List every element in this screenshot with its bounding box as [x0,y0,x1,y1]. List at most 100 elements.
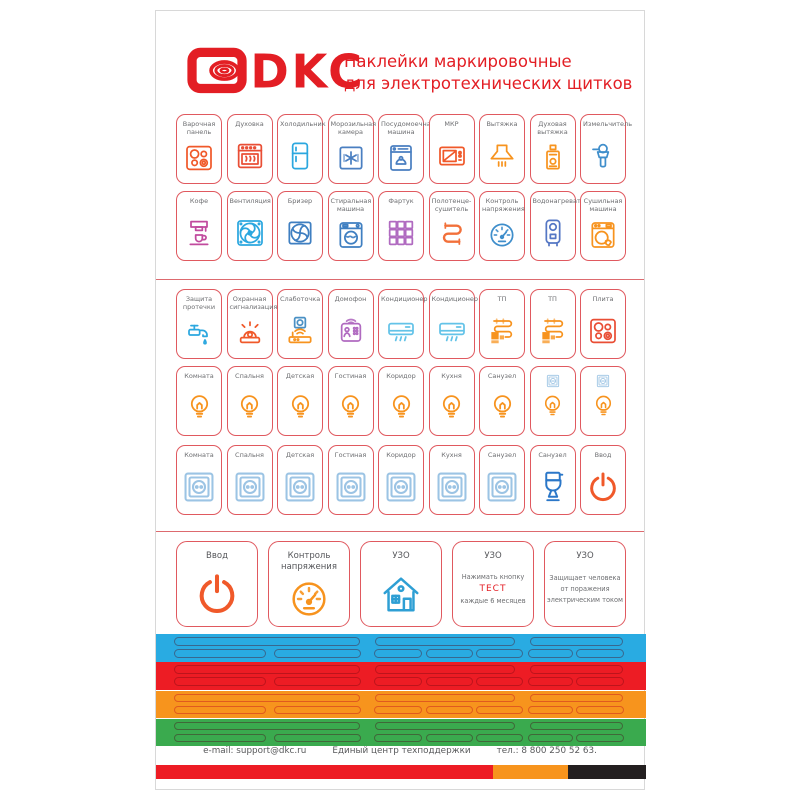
marking-strip-slot [374,677,422,686]
marking-strip-slot [174,677,266,686]
sticker-label: Посудомоечная машина [381,120,435,137]
sticker-coffee-2-1: Кофе [176,191,222,261]
washer-icon [338,221,363,248]
socket-icon [487,472,517,501]
sticker-label: Бризер [287,197,313,205]
dishwasher-icon [390,144,412,171]
big-sticker-text-line: электрическим током [547,595,623,604]
marking-strip-slot [174,733,266,743]
marking-strip-slot [476,677,523,686]
sticker-label: Холодильник [280,120,326,128]
big-sticker-label: Контроль напряжения [281,551,337,572]
sticker-label: Комната [184,451,214,459]
sticker-hob-3-9: Плита [580,289,626,359]
sticker-label: ТП [548,295,557,303]
sticker-lamp-4-1: Комната [176,366,222,436]
sticker-label: МКР [444,120,459,128]
big-sticker-row: Ввод Контроль напряжения УЗО УЗО Нажимать кн… [176,541,626,627]
sticker-row-3: Защита протечки Охранная сигнализация Слаб… [176,289,626,359]
marking-strip-slot [576,649,624,658]
sticker-label: ТП [497,295,507,303]
section-divider-2 [156,531,644,532]
sticker-row-4: Комната Спальня Детская Гостиная Коридор Кухн… [176,366,626,436]
sticker-label: Детская [285,451,315,459]
sticker-tp-3-8: ТП [529,289,576,359]
sticker-label: Сушильная машина [583,197,623,214]
socket-icon [285,472,315,501]
footer-bar-orange [493,765,568,779]
marking-strip-slot [274,705,361,714]
marking-strip-slot [374,733,422,743]
marking-strip-slot [374,705,422,714]
faucet-icon [188,324,208,345]
lamp-icon [341,395,360,418]
sticker-alarm-3-2: Охранная сигнализация [226,289,278,359]
red-band [156,662,646,690]
lamp-icon [392,395,410,418]
sticker-sheet: DKC Наклейки маркировочные для электроте… [155,10,646,790]
socket-icon [386,472,416,501]
sticker-lamp-4-7: Санузел [479,366,525,436]
sticker-label: Ввод [594,451,612,459]
sticker-socket-lamp-4-8 [529,366,576,436]
big-sticker-text-line: от поражения [560,584,610,593]
footer-support: Единый центр техподдержки [332,746,471,756]
marking-strip-slot [426,649,473,658]
marking-strip-slot [528,705,573,714]
sheet-title-line1: Наклейки маркировочные [344,52,572,71]
sticker-socket-5-4: Гостиная [327,445,374,515]
big-sticker-label: УЗО [392,551,410,561]
marking-strip-slot [476,649,523,658]
sticker-label: Гостиная [334,451,367,459]
sticker-ac-3-5: Кондиционер [378,289,428,359]
fan-icon [236,219,263,246]
sticker-label: Измельчитель [583,120,633,128]
breezer-icon [288,220,312,245]
sticker-fridge-1-3: Холодильник [277,114,326,184]
marking-strip-slot [426,733,473,743]
hood-icon [490,143,514,167]
lamp-icon [493,395,511,418]
marking-strip-slot [426,705,473,714]
marking-strip-slot [528,677,573,686]
house-icon [383,577,419,612]
sticker-row-5: Комната Спальня Детская Гостиная Коридор Кухн… [176,445,626,515]
marking-strip-slot [530,665,623,674]
sticker-label: Охранная сигнализация [229,295,278,312]
dryer-icon [591,221,615,248]
sticker-label: Полотенце-сушитель [431,197,472,214]
sticker-label: Защита протечки [182,295,216,312]
big-sticker-house-3: УЗО [360,541,442,627]
footer-bar-black [568,765,646,779]
gascolumn-icon [545,144,560,170]
fridge-icon [291,141,309,170]
sticker-dryer-2-9: Сушильная машина [580,191,626,261]
dkc-logo-icon: DKC [187,45,362,99]
grinder-icon [592,143,610,168]
ac-icon [438,322,465,341]
orange-band [156,690,646,718]
power-icon [199,574,235,613]
footer-email: e-mail: support@dkc.ru [203,746,307,756]
coffee-icon [189,220,209,245]
sticker-label: Плита [592,295,614,303]
sticker-socket-5-3: Детская [277,445,323,515]
sticker-label: Кухня [441,372,462,380]
sticker-label: Духовая вытяжка [537,120,568,137]
sticker-label: Спальня [235,451,264,459]
big-sticker-gauge-2: Контроль напряжения [268,541,350,627]
sticker-toilet-5-8: Санузел [529,445,576,515]
big-sticker-power-1: Ввод [176,541,258,627]
sheet-title: Наклейки маркировочные для электротехнич… [344,51,632,95]
footer-bar-red [156,765,493,779]
section-divider-1 [156,279,644,280]
socket-icon [437,472,466,501]
lamp-icon [240,395,259,418]
marking-strip-slot [375,693,515,702]
sticker-label: Слаботочка [280,295,321,303]
sticker-lamp-4-2: Спальня [226,366,273,436]
tp-icon [541,317,563,343]
sticker-router-3-3: Слаботочка [277,289,323,359]
sticker-label: Кухня [441,451,462,459]
sticker-dishwasher-1-5: Посудомоечная машина [378,114,435,184]
